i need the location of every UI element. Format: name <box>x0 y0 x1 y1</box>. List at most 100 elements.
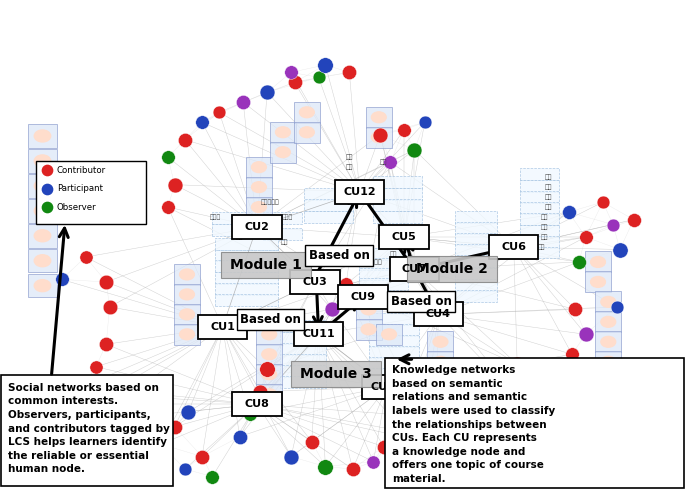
FancyBboxPatch shape <box>198 315 247 339</box>
Point <box>340 280 351 288</box>
FancyBboxPatch shape <box>455 255 497 267</box>
Point <box>512 360 523 368</box>
Circle shape <box>34 180 51 192</box>
Text: 相关: 相关 <box>236 234 243 240</box>
Circle shape <box>251 182 266 193</box>
FancyBboxPatch shape <box>256 384 282 405</box>
FancyBboxPatch shape <box>455 268 497 280</box>
Circle shape <box>34 205 51 217</box>
FancyBboxPatch shape <box>455 279 497 291</box>
Text: 相关: 相关 <box>390 251 397 257</box>
Point <box>262 365 273 373</box>
Point <box>289 78 300 86</box>
FancyBboxPatch shape <box>28 224 57 248</box>
Point <box>566 350 577 358</box>
Point <box>42 203 53 211</box>
FancyBboxPatch shape <box>427 351 453 372</box>
Text: CU1: CU1 <box>210 322 235 332</box>
FancyBboxPatch shape <box>407 256 497 282</box>
Point <box>327 305 338 313</box>
Point <box>162 153 173 161</box>
Text: CU3: CU3 <box>303 277 327 287</box>
Point <box>217 323 228 331</box>
FancyBboxPatch shape <box>215 283 278 295</box>
FancyBboxPatch shape <box>28 149 57 173</box>
Point <box>87 418 98 426</box>
Point <box>508 243 519 251</box>
Point <box>155 440 166 448</box>
Text: 关注: 关注 <box>346 164 353 170</box>
Point <box>399 233 410 241</box>
Text: 相关: 相关 <box>545 204 551 210</box>
Circle shape <box>179 309 195 320</box>
Circle shape <box>179 269 195 280</box>
Text: CU4: CU4 <box>426 309 451 319</box>
FancyBboxPatch shape <box>366 107 392 128</box>
Text: Based on: Based on <box>309 249 369 262</box>
FancyBboxPatch shape <box>520 202 559 214</box>
FancyBboxPatch shape <box>304 211 353 223</box>
Point <box>310 278 321 286</box>
Text: CU5: CU5 <box>392 232 416 242</box>
FancyBboxPatch shape <box>237 309 304 330</box>
FancyBboxPatch shape <box>359 248 408 260</box>
FancyBboxPatch shape <box>1 375 173 486</box>
FancyBboxPatch shape <box>427 331 453 352</box>
FancyBboxPatch shape <box>246 157 272 178</box>
Point <box>183 408 194 416</box>
Circle shape <box>590 276 606 287</box>
Circle shape <box>601 316 616 327</box>
FancyBboxPatch shape <box>28 124 57 148</box>
FancyBboxPatch shape <box>256 364 282 385</box>
FancyBboxPatch shape <box>215 272 278 284</box>
FancyBboxPatch shape <box>455 211 497 223</box>
Circle shape <box>433 336 448 347</box>
Point <box>262 88 273 96</box>
FancyBboxPatch shape <box>356 319 382 340</box>
Point <box>320 61 331 69</box>
FancyBboxPatch shape <box>585 271 611 292</box>
FancyBboxPatch shape <box>256 344 282 365</box>
Circle shape <box>590 256 606 267</box>
FancyBboxPatch shape <box>294 322 343 346</box>
FancyBboxPatch shape <box>520 191 559 203</box>
Circle shape <box>382 329 397 340</box>
Circle shape <box>433 356 448 367</box>
Point <box>409 146 420 154</box>
Circle shape <box>275 147 290 158</box>
Point <box>77 383 88 391</box>
Point <box>90 363 101 371</box>
Point <box>245 410 256 418</box>
Point <box>614 246 625 253</box>
FancyBboxPatch shape <box>304 188 353 200</box>
FancyBboxPatch shape <box>246 177 272 198</box>
Text: 参与: 参与 <box>541 234 548 240</box>
Point <box>358 293 369 301</box>
Point <box>580 233 591 241</box>
Point <box>378 443 389 451</box>
Point <box>169 181 180 189</box>
FancyBboxPatch shape <box>212 224 251 236</box>
FancyBboxPatch shape <box>280 354 326 366</box>
FancyBboxPatch shape <box>290 361 381 387</box>
Point <box>433 310 444 318</box>
Point <box>382 383 393 391</box>
Circle shape <box>34 254 51 267</box>
Point <box>505 385 516 393</box>
FancyBboxPatch shape <box>376 324 402 345</box>
Circle shape <box>251 202 266 213</box>
Point <box>66 400 77 408</box>
Point <box>101 278 112 286</box>
Circle shape <box>262 389 277 400</box>
Point <box>385 158 396 166</box>
FancyBboxPatch shape <box>215 260 278 272</box>
Text: Based on: Based on <box>240 313 301 326</box>
Point <box>354 188 365 196</box>
Point <box>399 233 410 241</box>
FancyBboxPatch shape <box>36 161 146 224</box>
FancyBboxPatch shape <box>174 284 200 305</box>
Text: 关注: 关注 <box>380 159 387 165</box>
Point <box>419 118 430 126</box>
FancyBboxPatch shape <box>369 346 419 358</box>
FancyBboxPatch shape <box>520 236 559 248</box>
